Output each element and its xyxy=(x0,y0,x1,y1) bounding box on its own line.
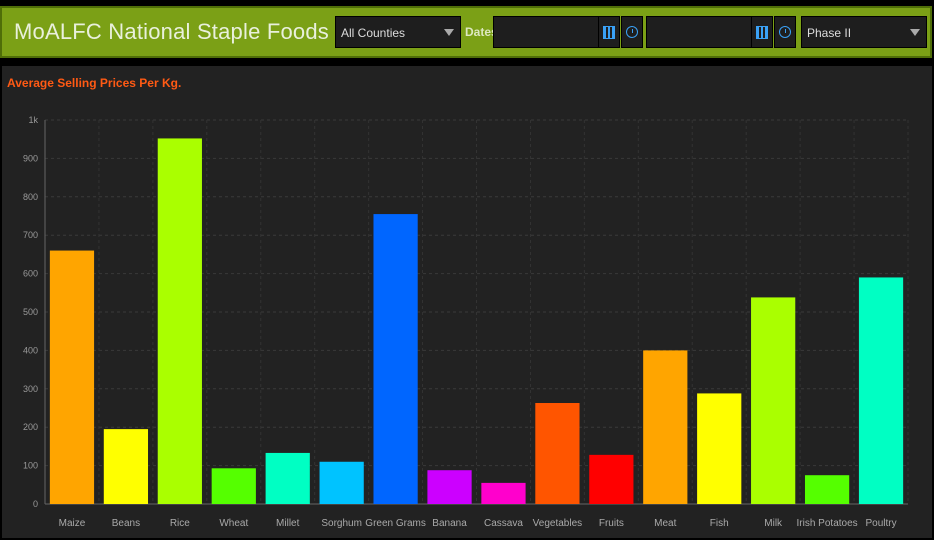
start-time-button[interactable] xyxy=(621,16,643,48)
calendar-icon xyxy=(756,26,768,39)
x-tick-label: Fish xyxy=(710,518,729,529)
bar-beans xyxy=(103,429,149,504)
bar-maize xyxy=(49,250,95,504)
y-tick-label: 500 xyxy=(23,307,38,317)
bar-poultry xyxy=(858,277,904,504)
bar-green-grams xyxy=(373,214,418,504)
chart-title: Average Selling Prices Per Kg. xyxy=(7,76,182,90)
x-tick-label: Sorghum xyxy=(321,518,362,529)
y-tick-label: 400 xyxy=(23,345,38,355)
county-select-value: All Counties xyxy=(341,26,406,40)
bar-milk xyxy=(751,297,796,504)
chevron-down-icon xyxy=(444,29,454,36)
county-select[interactable]: All Counties xyxy=(335,16,461,48)
clock-icon xyxy=(779,26,791,38)
bar-millet xyxy=(265,452,310,504)
bar-sorghum xyxy=(319,461,364,504)
x-tick-label: Banana xyxy=(432,518,467,529)
clock-icon xyxy=(626,26,638,38)
y-tick-label: 300 xyxy=(23,384,38,394)
bar-cassava xyxy=(481,482,526,504)
x-tick-label: Green Grams xyxy=(365,518,426,529)
chevron-down-icon xyxy=(910,29,920,36)
end-time-button[interactable] xyxy=(774,16,796,48)
y-tick-label: 700 xyxy=(23,230,38,240)
start-date-input[interactable] xyxy=(493,16,599,48)
app-title: MoALFC National Staple Foods Das... xyxy=(14,19,394,44)
y-tick-label: 1k xyxy=(28,115,38,125)
chart-panel: Average Selling Prices Per Kg. 0 100 200 30… xyxy=(2,66,932,538)
x-tick-label: Beans xyxy=(112,518,140,529)
x-tick-label: Fruits xyxy=(599,518,624,529)
y-tick-label: 900 xyxy=(23,153,38,163)
end-date-input[interactable] xyxy=(646,16,752,48)
x-tick-label: Cassava xyxy=(484,518,523,529)
bar-irish-potatoes xyxy=(804,475,850,504)
x-tick-label: Wheat xyxy=(219,518,248,529)
y-tick-label: 200 xyxy=(23,422,38,432)
bar-rice xyxy=(157,138,202,504)
bar-banana xyxy=(427,470,472,504)
x-tick-label: Vegetables xyxy=(533,518,583,529)
y-tick-label: 800 xyxy=(23,192,38,202)
x-tick-label: Millet xyxy=(276,518,300,529)
header-bar: MoALFC National Staple Foods Das... All … xyxy=(0,6,932,58)
phase-select[interactable]: Phase II xyxy=(801,16,927,48)
calendar-icon xyxy=(603,26,615,39)
start-date-calendar-button[interactable] xyxy=(598,16,620,48)
y-tick-label: 600 xyxy=(23,269,38,279)
x-tick-label: Milk xyxy=(764,518,783,529)
bar-meat xyxy=(643,350,688,504)
y-tick-label: 100 xyxy=(23,461,38,471)
bar-wheat xyxy=(211,468,256,504)
bar-vegetables xyxy=(535,403,580,504)
phase-select-value: Phase II xyxy=(807,26,852,40)
bar-chart: 0 100 200 300 400 500 600 700 800 900 1k Maize Beans… xyxy=(23,115,909,529)
bar-fish xyxy=(697,393,742,504)
end-date-calendar-button[interactable] xyxy=(751,16,773,48)
y-tick-label: 0 xyxy=(33,499,38,509)
x-tick-label: Meat xyxy=(654,518,676,529)
x-tick-label: Rice xyxy=(170,518,190,529)
x-tick-label: Irish Potatoes xyxy=(797,518,858,529)
dates-label: Dates xyxy=(465,25,498,39)
x-tick-label: Maize xyxy=(59,518,86,529)
bar-fruits xyxy=(589,454,634,504)
x-tick-label: Poultry xyxy=(865,518,896,529)
